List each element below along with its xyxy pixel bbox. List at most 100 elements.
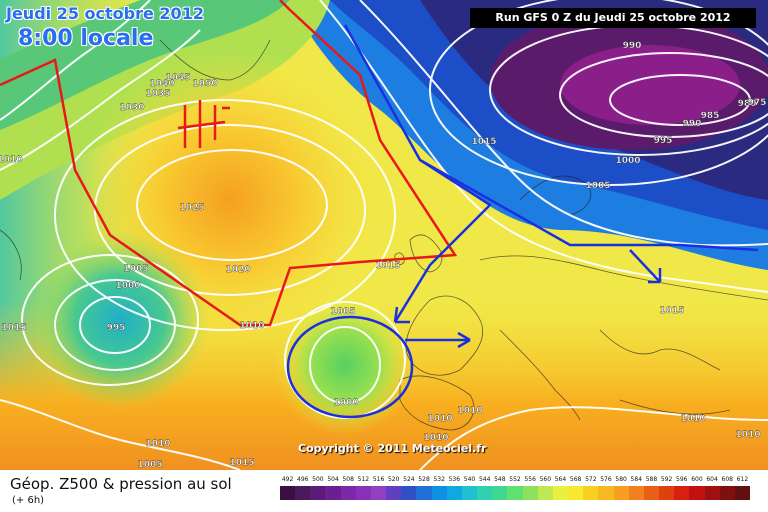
legend-tick-label: 524: [403, 476, 415, 483]
legend-tick-label: 588: [645, 476, 658, 483]
isobar-label: 1010: [735, 430, 760, 440]
isobar-label: 990: [683, 119, 702, 129]
legend-tick-label: 516: [372, 476, 385, 483]
isobar-label: 1025: [179, 203, 204, 213]
isobar-label: 1010: [0, 155, 23, 165]
forecast-date-label: Jeudi 25 octobre 2012: [6, 4, 204, 23]
isobars: [0, 0, 768, 470]
legend-swatch: [552, 486, 569, 500]
legend-swatch: [583, 486, 599, 500]
legend-swatch: [431, 486, 448, 500]
northeast-low-center: [560, 45, 740, 125]
legend-swatch: [310, 486, 326, 500]
isobar-label: 1020: [225, 265, 250, 275]
legend-tick-label: 536: [448, 476, 461, 483]
legend-swatch: [628, 486, 645, 500]
isobar-label: 1030: [119, 103, 144, 113]
legend-tick-label: 576: [600, 476, 612, 483]
legend-swatch: [689, 486, 705, 500]
isobar-label: 1015: [659, 306, 684, 316]
legend-tick-label: 580: [615, 476, 627, 483]
legend-swatch: [492, 486, 508, 500]
legend-tick-label: 532: [433, 476, 445, 483]
legend-swatch: [295, 486, 311, 500]
isobar-label: 1000: [615, 156, 640, 166]
legend-tick-label: 608: [721, 476, 733, 483]
legend-tick-label: 520: [387, 476, 400, 483]
isobar-label: 995: [107, 323, 126, 333]
isobar-label: 1035: [145, 89, 170, 99]
legend-tick-label: 600: [691, 476, 703, 483]
isobar-label: 1010: [145, 439, 170, 449]
legend-tick-label: 544: [478, 476, 491, 483]
copyright-notice: Copyright © 2011 Meteociel.fr: [298, 442, 487, 455]
legend-swatch: [280, 486, 296, 500]
isobar-label: 1015: [229, 458, 254, 468]
legend-swatch: [734, 486, 751, 500]
legend-swatch: [416, 486, 433, 500]
legend-swatch: [325, 486, 342, 500]
trough-axis: [286, 24, 759, 419]
isobar-label: 1005: [330, 307, 355, 317]
legend-swatch: [704, 486, 721, 500]
isobar-label: 975: [748, 98, 767, 108]
legend-tick-label: 500: [312, 476, 324, 483]
legend-swatch: [659, 486, 675, 500]
isobar-label: 985: [701, 111, 720, 121]
legend-tick-label: 596: [676, 476, 688, 483]
legend-tick-label: 604: [706, 476, 718, 483]
legend-tick-label: 496: [297, 476, 309, 483]
legend-tick-label: 584: [630, 476, 643, 483]
isobar-label: 1015: [1, 323, 26, 333]
legend-tick-label: 556: [524, 476, 536, 483]
legend-tick-label: 512: [357, 476, 370, 483]
legend-tick-label: 592: [660, 476, 673, 483]
legend-tick-label: 568: [569, 476, 582, 483]
legend-swatch: [598, 486, 615, 500]
legend-swatch: [719, 486, 736, 500]
legend-tick-label: 548: [494, 476, 506, 483]
legend-swatch: [401, 486, 417, 500]
isobar-label: 1010: [457, 406, 482, 416]
isobar-label: 1010: [680, 414, 705, 424]
isobar-label: 1015: [375, 261, 400, 271]
legend-swatch: [613, 486, 630, 500]
legend-tick-label: 508: [342, 476, 354, 483]
isobar-label: 1005: [137, 460, 162, 470]
isobar-label: 980: [738, 99, 757, 109]
isobar-label: 1045: [165, 73, 190, 83]
legend-tick-label: 612: [736, 476, 749, 483]
legend-swatch: [355, 486, 372, 500]
isobar-label: 1005: [585, 181, 610, 191]
map-title: Géop. Z500 & pression au sol: [10, 475, 232, 493]
isobar-label: 1000: [333, 398, 358, 408]
coastlines: [0, 39, 768, 431]
isobar-label: 1005: [123, 264, 148, 274]
isobar-label: 1015: [471, 137, 496, 147]
legend-tick-label: 564: [554, 476, 567, 483]
legend-swatch: [537, 486, 554, 500]
legend-tick-label: 504: [327, 476, 339, 483]
isobar-label: 990: [623, 41, 642, 51]
legend-swatch: [568, 486, 584, 500]
legend-swatch: [507, 486, 524, 500]
isobar-label: 1050: [192, 79, 217, 89]
isobar-label: 1010: [239, 321, 264, 331]
forecast-offset-label: (+ 6h): [12, 495, 45, 506]
legend-swatch: [477, 486, 493, 500]
legend-tick-label: 572: [585, 476, 597, 483]
ridge-axis: [0, 0, 458, 327]
legend-swatch: [370, 486, 387, 500]
legend-tick-label: 560: [539, 476, 552, 483]
isobar-label: 1010: [427, 414, 452, 424]
legend-tick-label: 540: [463, 476, 476, 483]
legend-tick-label: 492: [281, 476, 294, 483]
model-run-label: Run GFS 0 Z du Jeudi 25 octobre 2012: [470, 8, 756, 28]
isobar-label: 995: [654, 136, 673, 146]
legend-tick-label: 552: [509, 476, 521, 483]
color-scale-legend: 492 496 500 504 508 512 516 520 524 528 532 536 540 5…: [280, 476, 751, 506]
isobar-label: 1000: [115, 281, 140, 291]
legend-swatch: [461, 486, 478, 500]
